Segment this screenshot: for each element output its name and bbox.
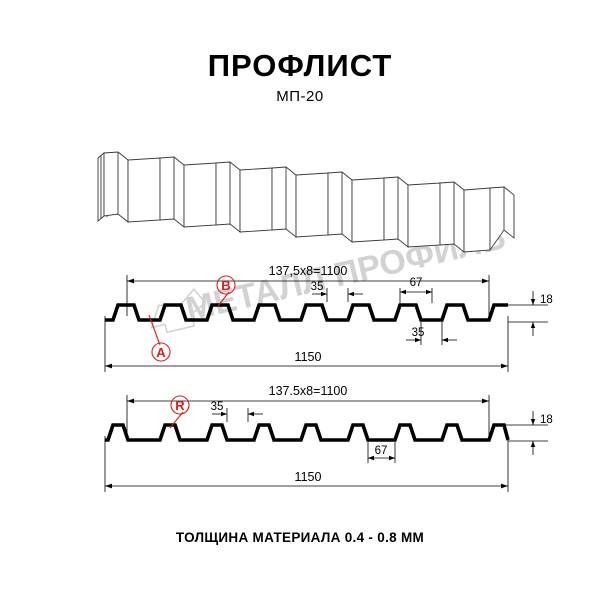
callout-a: A <box>148 314 171 362</box>
page-subtitle: МП-20 <box>276 88 324 105</box>
page-title: ПРОФЛИСТ <box>207 48 393 83</box>
dimension-67-profile-r: 67 <box>367 442 396 463</box>
isometric-corrugated-sheet <box>97 151 515 253</box>
dim-label-35-profile-r: 35 <box>211 401 224 413</box>
dim-label-1150-bottom: 1150 <box>295 350 322 364</box>
callout-b-label: B <box>221 278 230 293</box>
dimension-67: 67 <box>399 277 433 303</box>
dimension-18-profile-r: 18 <box>504 411 553 455</box>
dim-label-1100-top: 137,5х8=1100 <box>269 264 348 278</box>
dim-label-18: 18 <box>540 294 553 306</box>
dimension-35-upper: 35 <box>311 281 363 302</box>
dim-label-35-upper: 35 <box>311 281 324 293</box>
footer-note: ТОЛЩИНА МАТЕРИАЛА 0.4 - 0.8 ММ <box>175 530 425 545</box>
dimension-35-lower: 35 <box>406 322 457 345</box>
profile-waveform-r <box>105 423 510 442</box>
dimension-1150-bottom: 1150 <box>104 316 509 372</box>
dimension-18: 18 <box>508 291 553 336</box>
dim-label-1150-bottom-2: 1150 <box>295 470 322 484</box>
dimension-1100-top-2: 137.5х8=1100 <box>126 384 490 436</box>
dim-label-67-profile-r: 67 <box>375 445 388 457</box>
dim-label-18-profile-r: 18 <box>540 414 553 426</box>
dim-label-1100-top-2: 137.5х8=1100 <box>269 384 348 398</box>
callout-r: R <box>169 395 190 429</box>
dim-label-67: 67 <box>410 277 423 289</box>
callout-a-label: A <box>156 345 166 360</box>
dim-label-35-lower: 35 <box>412 327 425 339</box>
dimension-1100-top: 137,5х8=1100 <box>126 264 490 316</box>
dimension-1150-bottom-2: 1150 <box>104 436 509 492</box>
dimension-35-profile-r: 35 <box>211 401 263 422</box>
profile-section-a: 137,5х8=1100 A B 35 <box>104 264 553 372</box>
profile-waveform-a <box>105 303 508 322</box>
callout-b: B <box>216 275 236 307</box>
profile-section-r: 137.5х8=1100 R 35 67 <box>104 384 553 492</box>
callout-r-label: R <box>175 398 185 413</box>
